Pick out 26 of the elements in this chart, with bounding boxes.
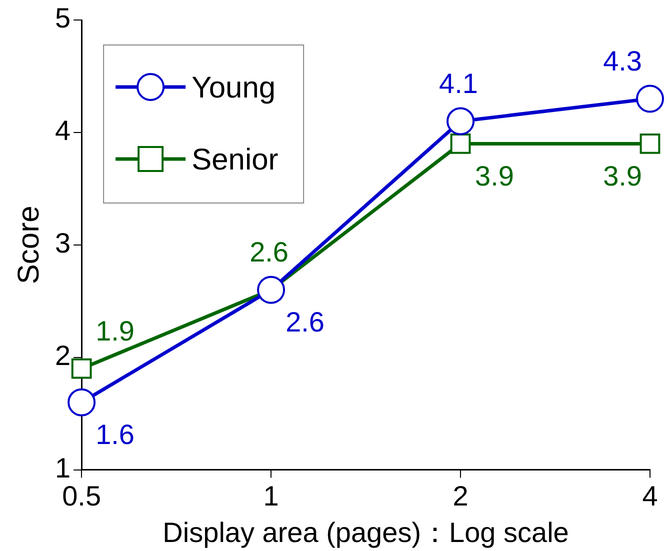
data-label: 4.3 bbox=[603, 45, 642, 76]
data-label: 2.6 bbox=[250, 236, 289, 268]
y-tick-label: 4 bbox=[54, 115, 71, 146]
y-tick-label: 5 bbox=[54, 2, 71, 34]
x-tick-label: 1 bbox=[263, 480, 279, 512]
legend-label: Young bbox=[192, 71, 276, 104]
point bbox=[71, 358, 92, 379]
data-label: 1.6 bbox=[96, 419, 135, 450]
data-label: 3.9 bbox=[475, 160, 514, 192]
point bbox=[68, 388, 96, 416]
x-tick-label: 2 bbox=[452, 480, 468, 512]
y-axis-title: Score bbox=[12, 206, 46, 284]
data-label: 1.9 bbox=[96, 315, 135, 346]
point bbox=[257, 276, 286, 304]
point bbox=[640, 134, 660, 154]
point bbox=[636, 84, 664, 113]
legend-label: Senior bbox=[192, 143, 278, 176]
y-tick-label: 2 bbox=[54, 340, 71, 372]
data-label: 4.1 bbox=[439, 68, 478, 99]
point bbox=[450, 134, 471, 154]
point bbox=[446, 107, 475, 136]
data-label: 2.6 bbox=[286, 306, 325, 338]
y-tick-label: 3 bbox=[54, 228, 71, 259]
x-tick-label: 4 bbox=[642, 480, 658, 512]
x-axis-title: Display area (pages)：Log scale bbox=[162, 516, 569, 548]
data-label: 3.9 bbox=[603, 160, 642, 192]
